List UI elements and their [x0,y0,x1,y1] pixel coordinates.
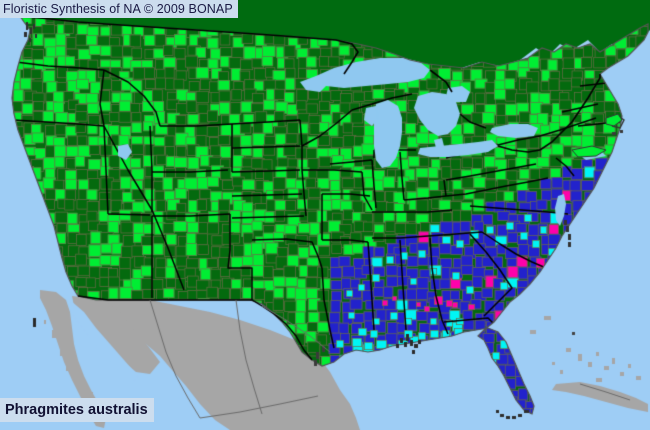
species-name-label: Phragmites australis [0,398,154,422]
map-credit-bar: Floristic Synthesis of NA © 2009 BONAP [0,0,238,18]
